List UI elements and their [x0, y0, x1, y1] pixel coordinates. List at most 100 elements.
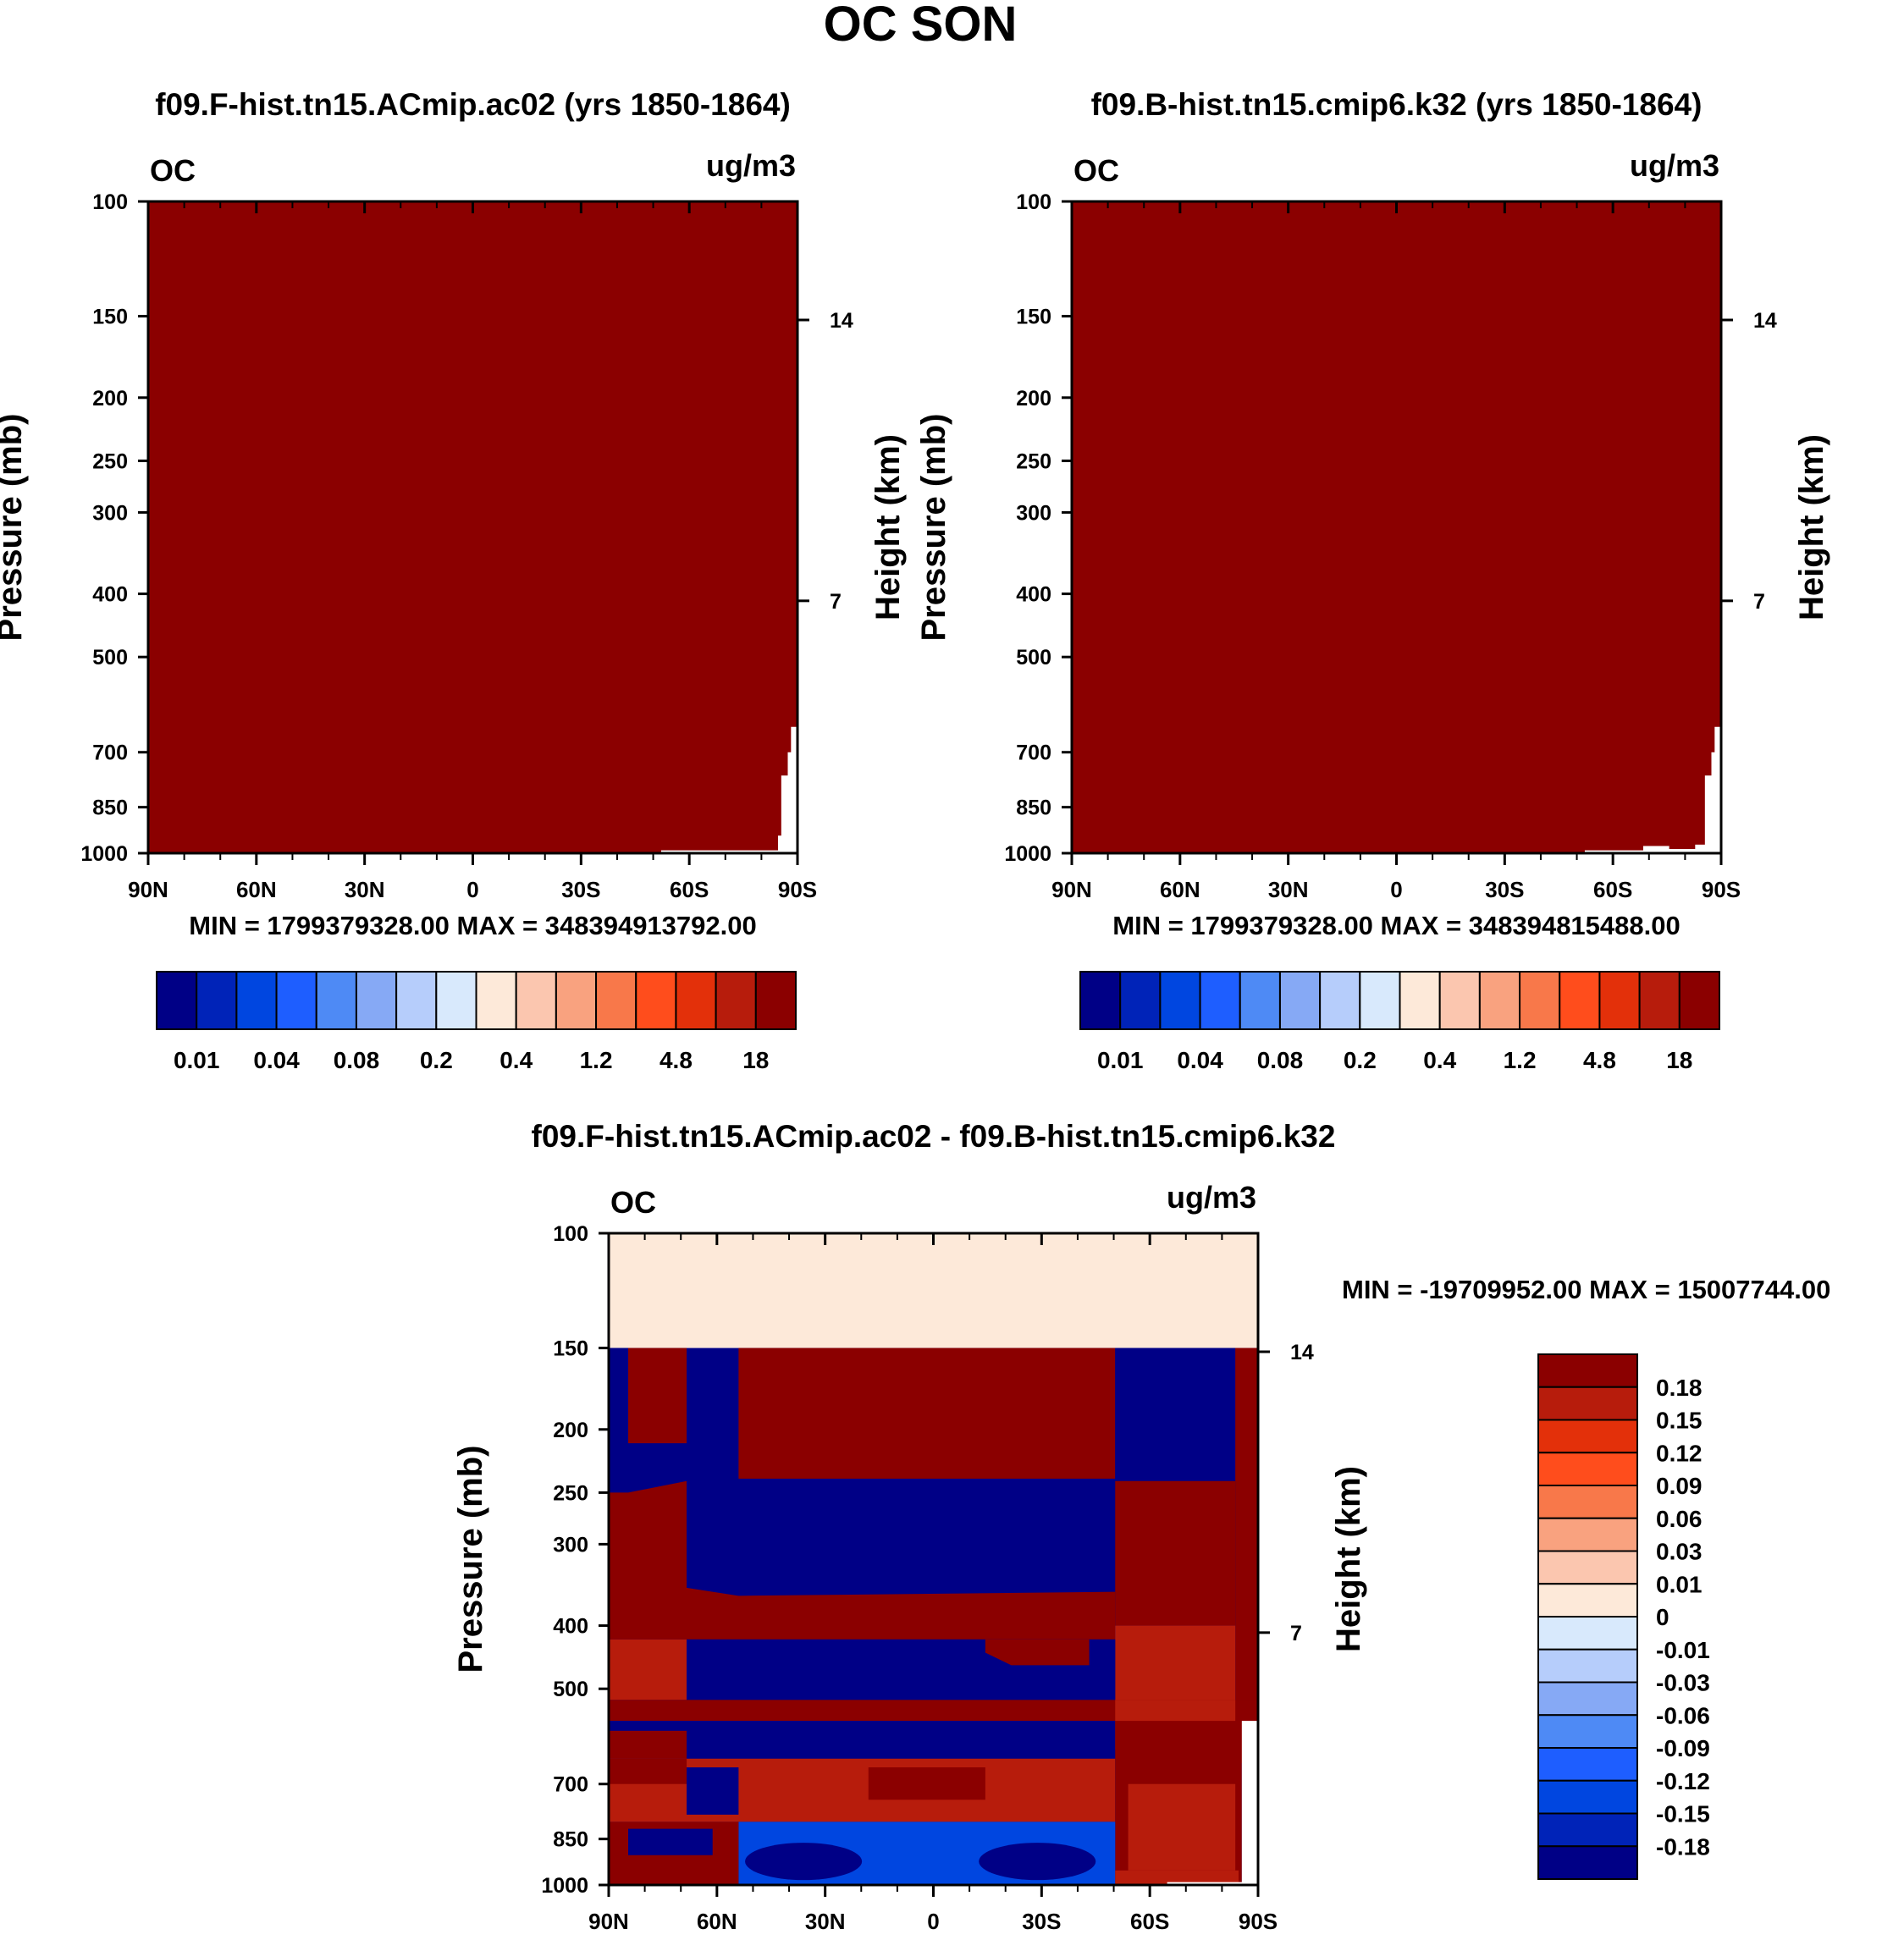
diff-nh-mid-red — [609, 1639, 687, 1700]
y-axis-label-right: Height (km) — [1330, 1466, 1367, 1652]
colorbar-box — [715, 971, 757, 1030]
ytick-label: 700 — [1016, 741, 1051, 765]
colorbar-box — [515, 971, 557, 1030]
colorbar-box — [1278, 971, 1322, 1030]
plots-layer: f09.F-hist.tn15.ACmip.ac02 (yrs 1850-186… — [0, 87, 1830, 1934]
colorbar-box — [1537, 1714, 1638, 1749]
ytick-right-label: 7 — [1753, 590, 1765, 614]
stats-label: MIN = 1799379328.00 MAX = 348394815488.0… — [1112, 911, 1680, 940]
colorbar-label: 0.06 — [1656, 1506, 1703, 1532]
diff-red-bump-2 — [868, 1767, 985, 1800]
colorbar-box — [1537, 1485, 1638, 1519]
diff-sh-lower-mid — [1128, 1783, 1236, 1871]
xtick-label: 90S — [1239, 1909, 1278, 1934]
ytick-label: 400 — [1016, 583, 1051, 607]
colorbar-box — [1537, 1386, 1638, 1421]
colorbar-box — [196, 971, 238, 1030]
missing-data-wedge — [1584, 726, 1721, 853]
ytick-right-label: 14 — [1290, 1341, 1314, 1364]
diff-upper-red-nh — [628, 1348, 687, 1444]
plot-frame — [146, 200, 799, 855]
ytick-label: 100 — [92, 190, 128, 214]
colorbar-label: 0.08 — [334, 1047, 380, 1073]
diff-navy-blob-2 — [979, 1843, 1096, 1881]
colorbar-label: -0.12 — [1656, 1768, 1710, 1794]
missing-data-wedge — [660, 726, 797, 853]
ytick-label: 100 — [553, 1222, 588, 1246]
xtick-label: 60S — [670, 877, 709, 902]
main-title: OC SON — [824, 0, 1018, 52]
ytick-right-label: 7 — [830, 590, 842, 614]
corner-label-right: ug/m3 — [706, 148, 796, 183]
colorbar-label: 0.01 — [174, 1047, 220, 1073]
xtick-label: 90N — [128, 877, 168, 902]
colorbar-box — [1537, 1550, 1638, 1585]
colorbar-label: 18 — [1666, 1047, 1692, 1073]
colorbar-box — [275, 971, 317, 1030]
colorbar-box — [1537, 1845, 1638, 1880]
colorbar-label: 1.2 — [580, 1047, 613, 1073]
corner-label-left: OC — [610, 1185, 656, 1220]
ytick-label: 850 — [92, 796, 128, 820]
colorbar-box — [635, 971, 677, 1030]
colorbar-box — [555, 971, 598, 1030]
ytick-label: 200 — [1016, 387, 1051, 411]
colorbar-box — [1239, 971, 1281, 1030]
colorbar-label: 0.12 — [1656, 1440, 1703, 1466]
colorbar-label: 0.01 — [1656, 1571, 1703, 1597]
colorbar-box — [1537, 1583, 1638, 1618]
colorbar-label: 0.03 — [1656, 1539, 1703, 1565]
colorbar-label: -0.03 — [1656, 1670, 1710, 1696]
xtick-label: 30S — [561, 877, 600, 902]
xtick-label: 60N — [1160, 877, 1200, 902]
colorbar-box — [1519, 971, 1561, 1030]
diff-upper-navy-sh — [1115, 1348, 1236, 1493]
ytick-label: 150 — [553, 1337, 588, 1361]
xtick-label: 30N — [1268, 877, 1309, 902]
diff-upper-red — [738, 1348, 1116, 1479]
colorbar-box — [235, 971, 278, 1030]
plot-frame — [607, 1232, 1260, 1887]
colorbar-box — [1537, 1419, 1638, 1454]
ytick-label: 250 — [553, 1481, 588, 1505]
ytick-label: 250 — [1016, 449, 1051, 473]
diff-nh-navy-5 — [687, 1767, 739, 1815]
colorbar-box — [1638, 971, 1680, 1030]
panel-title: f09.F-hist.tn15.ACmip.ac02 - f09.B-hist.… — [532, 1119, 1336, 1154]
xtick-label: 30N — [805, 1909, 846, 1934]
diff-red-bump — [985, 1639, 1090, 1666]
xtick-label: 0 — [466, 877, 478, 902]
ytick-label: 300 — [92, 501, 128, 525]
colorbar-box — [1478, 971, 1521, 1030]
y-axis-label: Pressure (mb) — [915, 414, 952, 642]
corner-label-right: ug/m3 — [1167, 1180, 1256, 1215]
diff-nh-dark-5 — [609, 1758, 687, 1784]
corner-label-right: ug/m3 — [1630, 148, 1719, 183]
stats-label: MIN = -19709952.00 MAX = 15007744.00 — [1342, 1275, 1830, 1304]
stats-label: MIN = 1799379328.00 MAX = 348394913792.0… — [189, 911, 756, 940]
colorbar-box — [1159, 971, 1201, 1030]
panel-right: f09.B-hist.tn15.cmip6.k32 (yrs 1850-1864… — [915, 87, 1830, 1073]
ytick-label: 1000 — [541, 1874, 588, 1898]
ytick-label: 850 — [553, 1828, 588, 1852]
diff-nh-navy — [687, 1480, 739, 1580]
y-axis-label: Pressure (mb) — [452, 1446, 489, 1673]
colorbar-label: 4.8 — [660, 1047, 693, 1073]
ytick-label: 500 — [92, 646, 128, 670]
colorbar-box — [1537, 1517, 1638, 1552]
colorbar-label: -0.09 — [1656, 1735, 1710, 1761]
panel-left: f09.F-hist.tn15.ACmip.ac02 (yrs 1850-186… — [0, 87, 907, 1073]
xtick-label: 0 — [927, 1909, 939, 1934]
ytick-label: 100 — [1016, 190, 1051, 214]
colorbar-box — [1079, 971, 1122, 1030]
colorbar-box — [1199, 971, 1241, 1030]
ytick-label: 250 — [92, 449, 128, 473]
field-fill — [148, 201, 797, 853]
colorbar-label: 0.04 — [1177, 1047, 1223, 1073]
colorbar-label: 0.18 — [1656, 1375, 1703, 1401]
ytick-label: 1000 — [80, 842, 128, 866]
colorbar-box — [1119, 971, 1162, 1030]
colorbar-label: 0.09 — [1656, 1473, 1703, 1499]
diff-top-layer — [609, 1233, 1258, 1348]
